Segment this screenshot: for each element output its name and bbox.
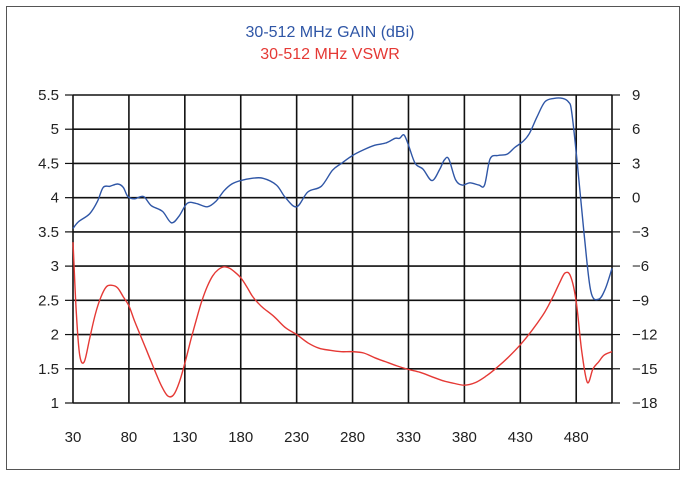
x-tick-label: 130: [172, 429, 197, 446]
left-tick-label: 3: [51, 258, 59, 275]
right-tick-label: 3: [632, 155, 640, 172]
right-tick-label: −3: [632, 224, 649, 241]
right-axis-ticks: 9 6 3 0 −3 −6 −9 −12 −15 −18: [632, 87, 657, 412]
x-tick-label: 30: [65, 429, 82, 446]
x-tick-label: 80: [121, 429, 138, 446]
x-tick-label: 380: [452, 429, 477, 446]
left-tick-label: 4.5: [38, 155, 59, 172]
chart-title-gain: 30-512 MHz GAIN (dBi): [246, 24, 415, 41]
left-tick-label: 5.5: [38, 87, 59, 104]
left-tick-label: 1: [51, 395, 59, 412]
right-tick-label: −18: [632, 395, 657, 412]
x-tick-label: 180: [228, 429, 253, 446]
left-tick-label: 1.5: [38, 361, 59, 378]
left-tick-label: 2: [51, 327, 59, 344]
series-lines: [72, 97, 613, 398]
x-tick-label: 330: [396, 429, 421, 446]
left-axis-ticks: 5.5 5 4.5 4 3.5 3 2.5 2 1.5 1: [38, 87, 59, 412]
grid: [65, 94, 620, 404]
x-axis-ticks: 30 80 130 180 230 280 330 380 430 480: [65, 429, 589, 446]
left-tick-label: 2.5: [38, 292, 59, 309]
x-tick-label: 230: [284, 429, 309, 446]
right-tick-label: 0: [632, 190, 640, 207]
chart-frame: [6, 6, 680, 470]
left-tick-label: 3.5: [38, 224, 59, 241]
right-tick-label: −12: [632, 327, 657, 344]
right-tick-label: −15: [632, 361, 657, 378]
chart-title-vswr: 30-512 MHz VSWR: [260, 46, 400, 63]
x-tick-label: 430: [508, 429, 533, 446]
left-tick-label: 5: [51, 121, 59, 138]
right-tick-label: 6: [632, 121, 640, 138]
vswr-line: [72, 242, 613, 398]
right-tick-label: −9: [632, 292, 649, 309]
x-tick-label: 280: [340, 429, 365, 446]
right-tick-label: −6: [632, 258, 649, 275]
x-tick-label: 480: [564, 429, 589, 446]
right-tick-label: 9: [632, 87, 640, 104]
left-tick-label: 4: [51, 190, 59, 207]
gain-line: [72, 97, 613, 301]
